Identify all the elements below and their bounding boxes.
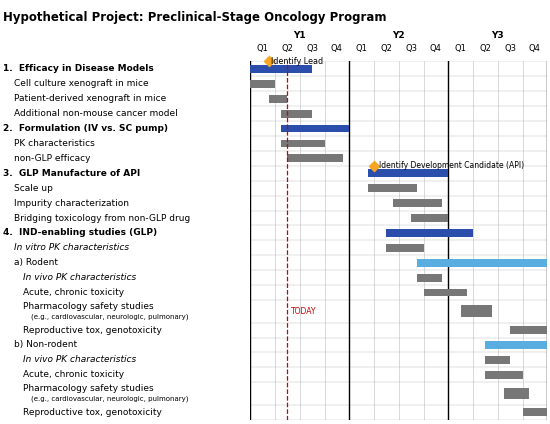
Text: Reproductive tox, genotoxicity: Reproductive tox, genotoxicity — [23, 326, 162, 335]
Text: non-GLP efficacy: non-GLP efficacy — [14, 154, 90, 163]
Text: Y1: Y1 — [294, 31, 306, 40]
Text: Additional non-mouse cancer model: Additional non-mouse cancer model — [14, 109, 178, 118]
Text: Reproductive tox, genotoxicity: Reproductive tox, genotoxicity — [23, 408, 162, 417]
Text: Identify Lead: Identify Lead — [271, 57, 323, 66]
Bar — [386, 244, 424, 252]
Text: Acute, chronic toxicity: Acute, chronic toxicity — [23, 370, 124, 379]
Text: TODAY: TODAY — [291, 307, 317, 316]
Text: In vivo PK characteristics: In vivo PK characteristics — [23, 355, 136, 364]
Text: Pharmacology safety studies: Pharmacology safety studies — [23, 384, 153, 393]
Text: Hypothetical Project: Preclinical-Stage Oncology Program: Hypothetical Project: Preclinical-Stage … — [3, 11, 386, 24]
Text: (e.g., cardiovascular, neurologic, pulmonary): (e.g., cardiovascular, neurologic, pulmo… — [31, 395, 189, 402]
Text: Q2: Q2 — [282, 44, 293, 53]
Text: PK characteristics: PK characteristics — [14, 139, 95, 148]
Text: In vitro PK characteristics: In vitro PK characteristics — [14, 243, 129, 252]
Text: Q3: Q3 — [306, 44, 318, 53]
Bar — [411, 214, 448, 222]
Bar — [281, 110, 312, 117]
Text: Q1: Q1 — [257, 44, 268, 53]
Bar — [287, 154, 343, 162]
Text: Acute, chronic toxicity: Acute, chronic toxicity — [23, 288, 124, 297]
Bar — [368, 170, 448, 177]
Bar — [250, 65, 312, 73]
Text: 2.  Formulation (IV vs. SC pump): 2. Formulation (IV vs. SC pump) — [3, 124, 168, 133]
Bar — [504, 388, 529, 399]
Text: Q4: Q4 — [331, 44, 343, 53]
Bar — [486, 341, 547, 349]
Bar — [281, 139, 324, 148]
Bar — [386, 229, 473, 237]
Text: Impurity characterization: Impurity characterization — [14, 198, 129, 208]
Text: Scale up: Scale up — [14, 184, 53, 192]
Bar — [522, 408, 547, 416]
Text: Q3: Q3 — [504, 44, 516, 53]
Text: Q4: Q4 — [529, 44, 541, 53]
Text: Q2: Q2 — [381, 44, 392, 53]
Text: (e.g., cardiovascular, neurologic, pulmonary): (e.g., cardiovascular, neurologic, pulmo… — [31, 313, 189, 320]
Text: Bridging toxicology from non-GLP drug: Bridging toxicology from non-GLP drug — [14, 214, 190, 223]
Bar — [417, 274, 442, 282]
Bar — [368, 184, 417, 192]
Text: 1.  Efficacy in Disease Models: 1. Efficacy in Disease Models — [3, 64, 153, 73]
Bar — [486, 356, 510, 364]
Text: In vivo PK characteristics: In vivo PK characteristics — [23, 273, 136, 282]
Text: a) Rodent: a) Rodent — [14, 258, 58, 267]
Text: Identify Development Candidate (API): Identify Development Candidate (API) — [379, 161, 524, 170]
Text: Patient-derived xenograft in mice: Patient-derived xenograft in mice — [14, 94, 166, 103]
Text: Cell culture xenograft in mice: Cell culture xenograft in mice — [14, 79, 148, 88]
Bar — [393, 199, 442, 207]
Text: Y3: Y3 — [492, 31, 504, 40]
Text: Q1: Q1 — [455, 44, 466, 53]
Bar — [417, 259, 547, 267]
Bar — [269, 95, 287, 103]
Text: 4.  IND-enabling studies (GLP): 4. IND-enabling studies (GLP) — [3, 229, 157, 237]
Text: Y2: Y2 — [393, 31, 405, 40]
Text: 3.  GLP Manufacture of API: 3. GLP Manufacture of API — [3, 169, 140, 178]
Text: Q2: Q2 — [480, 44, 491, 53]
Text: b) Non-rodent: b) Non-rodent — [14, 340, 77, 349]
Text: Pharmacology safety studies: Pharmacology safety studies — [23, 302, 153, 311]
Text: Q1: Q1 — [356, 44, 367, 53]
Bar — [510, 326, 547, 334]
Bar — [281, 125, 349, 132]
Bar — [461, 305, 492, 317]
Bar — [250, 80, 275, 88]
Bar — [486, 371, 522, 379]
Text: Q4: Q4 — [430, 44, 442, 53]
Text: Q3: Q3 — [405, 44, 417, 53]
Bar — [424, 289, 467, 296]
